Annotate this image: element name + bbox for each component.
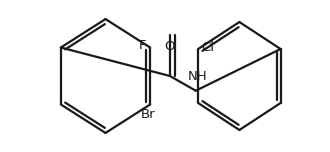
Text: F: F — [139, 39, 146, 52]
Text: Cl: Cl — [201, 41, 214, 54]
Text: NH: NH — [188, 70, 208, 83]
Text: Br: Br — [141, 108, 155, 121]
Text: O: O — [165, 40, 175, 53]
